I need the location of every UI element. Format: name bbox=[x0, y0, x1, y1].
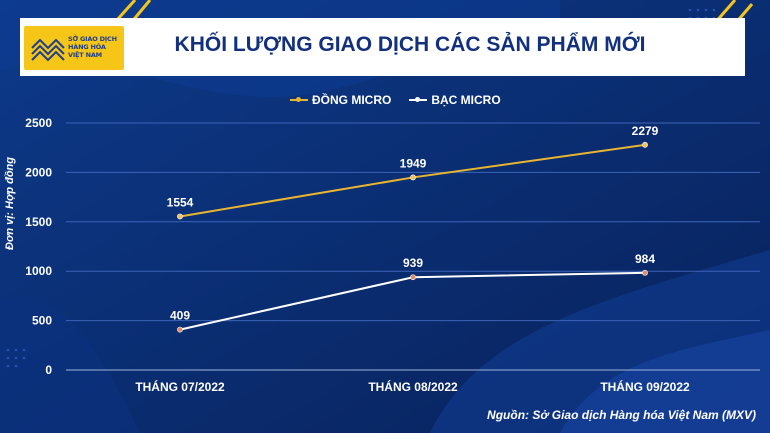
legend-label-dong: ĐỒNG MICRO bbox=[312, 93, 392, 107]
data-label: 984 bbox=[635, 252, 655, 266]
y-tick-label: 0 bbox=[45, 363, 52, 377]
data-label: 2279 bbox=[632, 124, 659, 138]
y-tick-label: 1000 bbox=[25, 264, 52, 278]
data-point bbox=[642, 141, 648, 148]
data-label: 409 bbox=[170, 309, 190, 323]
logo-text: SỞ GIAO DỊCH HÀNG HÓA VIỆT NAM bbox=[68, 35, 124, 59]
x-tick-label: THÁNG 08/2022 bbox=[368, 379, 458, 394]
data-point bbox=[177, 213, 183, 220]
y-tick-label: 500 bbox=[32, 314, 52, 328]
mxv-logo: SỞ GIAO DỊCH HÀNG HÓA VIỆT NAM bbox=[24, 26, 124, 70]
x-tick-label: THÁNG 09/2022 bbox=[600, 379, 690, 394]
legend-item-dong: ĐỒNG MICRO bbox=[290, 93, 391, 107]
logo-line: VIỆT NAM bbox=[68, 51, 102, 59]
legend-swatch-dong bbox=[290, 97, 308, 102]
data-point bbox=[177, 326, 183, 333]
logo-line: SỞ GIAO DỊCH bbox=[68, 35, 117, 43]
data-label: 1554 bbox=[167, 195, 194, 209]
y-tick-label: 2000 bbox=[25, 165, 52, 179]
y-tick-label: 2500 bbox=[25, 116, 52, 130]
legend-item-bac: BẠC MICRO bbox=[409, 93, 501, 107]
data-point bbox=[410, 174, 416, 181]
chart-legend: ĐỒNG MICRO BẠC MICRO bbox=[290, 92, 501, 108]
header-bar bbox=[20, 18, 745, 76]
legend-swatch-bac bbox=[409, 97, 428, 102]
y-tick-label: 1500 bbox=[25, 215, 52, 229]
logo-line: HÀNG HÓA bbox=[68, 43, 106, 51]
data-point bbox=[642, 269, 648, 276]
x-tick-label: THÁNG 07/2022 bbox=[135, 379, 225, 394]
legend-label-bac: BẠC MICRO bbox=[431, 93, 501, 107]
source-note: Nguồn: Sở Giao dịch Hàng hóa Việt Nam (M… bbox=[487, 408, 756, 422]
logo-mark-icon bbox=[31, 38, 65, 62]
data-point bbox=[410, 274, 416, 281]
data-label: 1949 bbox=[400, 156, 427, 170]
data-label: 939 bbox=[403, 256, 423, 270]
chart-title: KHỐI LƯỢNG GIAO DỊCH CÁC SẢN PHẨM MỚI bbox=[174, 33, 646, 56]
